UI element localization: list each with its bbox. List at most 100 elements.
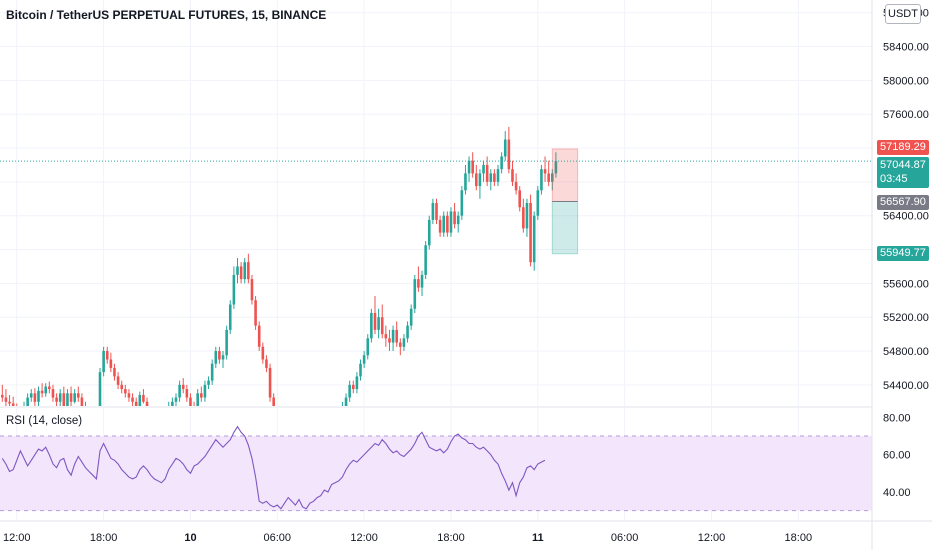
candle-body [467, 160, 471, 174]
candle-body [239, 266, 243, 280]
candle-body [4, 397, 8, 402]
candle-body [525, 203, 529, 229]
candle-body [413, 279, 417, 309]
candle-body [66, 393, 69, 406]
candle-body [522, 207, 525, 229]
candle-body [178, 384, 181, 398]
candle-body [362, 355, 366, 364]
candle-body [153, 414, 156, 417]
candle-body [142, 395, 145, 402]
price-tick-label: 58000.00 [883, 75, 929, 87]
candle-body [366, 338, 370, 356]
rsi-tick-label: 60.00 [883, 450, 911, 462]
chart-title: Bitcoin / TetherUS PERPETUAL FUTURES, 15… [6, 8, 327, 22]
rsi-title: RSI (14, close) [6, 415, 83, 427]
candle-body [500, 156, 503, 170]
candle-body [417, 279, 420, 288]
candle-body [88, 410, 91, 414]
candle-body [290, 425, 293, 427]
candle-body [319, 429, 322, 431]
candle-body [120, 384, 124, 390]
candle-body [312, 431, 315, 432]
candle-body [185, 389, 189, 398]
candle-body [338, 420, 341, 427]
candle-body [174, 397, 178, 402]
candle-body [316, 429, 319, 432]
candle-body [399, 342, 402, 347]
candle-body [98, 372, 102, 406]
time-tick-label: 06:00 [264, 532, 292, 544]
candle-body [11, 403, 15, 406]
candle-body [280, 414, 283, 420]
candle-body [33, 393, 37, 402]
candle-body [272, 397, 275, 406]
candle-body [138, 395, 142, 406]
candle-body [493, 173, 496, 182]
candle-body [55, 397, 58, 402]
price-tick-label: 55600.00 [883, 278, 929, 290]
time-tick-label: 18:00 [785, 532, 813, 544]
time-tick-label: 18:00 [90, 532, 118, 544]
candle-body [283, 420, 286, 423]
candle-body [547, 173, 550, 182]
candle-body [218, 351, 221, 360]
candle-body [207, 380, 210, 385]
candle-body [40, 390, 44, 394]
candle-body [464, 173, 467, 191]
candle-body [377, 317, 380, 330]
candle-body [305, 430, 308, 431]
candle-body [181, 384, 185, 390]
candle-body [442, 215, 446, 233]
time-tick-label: 12:00 [350, 532, 378, 544]
candle-body [449, 211, 453, 233]
rsi-axis[interactable]: 40.00 60.00 80.00 [883, 412, 911, 499]
candle-body [341, 406, 344, 420]
candle-body [149, 410, 152, 414]
candle-body [203, 384, 207, 398]
candle-body [529, 203, 532, 263]
candle-body [145, 401, 149, 406]
candle-body [373, 312, 377, 330]
candle-body [384, 334, 388, 339]
candle-body [210, 363, 214, 381]
candle-body [268, 367, 272, 398]
candle-body [228, 304, 232, 330]
price-tick-label: 54400.00 [883, 380, 929, 392]
candle-body [409, 308, 413, 326]
time-tick-label: 12:00 [3, 532, 31, 544]
currency-unit-button[interactable]: USDT [885, 4, 921, 24]
price-tick-label: 57600.00 [883, 109, 929, 121]
candle-body [160, 419, 163, 421]
candle-body [424, 245, 427, 275]
candle-body [402, 338, 406, 347]
price-tick-label: 56400.00 [883, 211, 929, 223]
price-tick-label: 54800.00 [883, 346, 929, 358]
candle-body [478, 173, 482, 187]
candle-body [58, 393, 62, 402]
candle-body [131, 397, 134, 402]
time-axis[interactable]: 12:00 18:00 10 06:00 12:00 18:00 11 06:00 12:00 1… [3, 532, 812, 544]
candle-body [225, 329, 228, 356]
price-tick-label: 58400.00 [883, 42, 929, 54]
candle-body [37, 390, 40, 402]
candle-body [294, 427, 297, 429]
candle-body [359, 363, 362, 377]
candle-body [247, 262, 250, 280]
price-tick-label: 55200.00 [883, 312, 929, 324]
entry-price-tag: 56567.90 [877, 195, 929, 210]
candle-body [301, 428, 304, 430]
candle-body [95, 416, 98, 419]
candle-body [164, 420, 167, 421]
candle-body [91, 414, 94, 416]
time-tick-label: 11 [532, 532, 544, 544]
candle-body [167, 406, 170, 420]
candle-body [221, 355, 225, 360]
time-tick-label: 18:00 [437, 532, 465, 544]
target-price-tag: 57189.29 [877, 140, 929, 155]
time-tick-label: 06:00 [611, 532, 639, 544]
candle-body [475, 173, 478, 187]
bar-countdown: 03:45 [880, 173, 908, 185]
candle-body [543, 169, 547, 174]
